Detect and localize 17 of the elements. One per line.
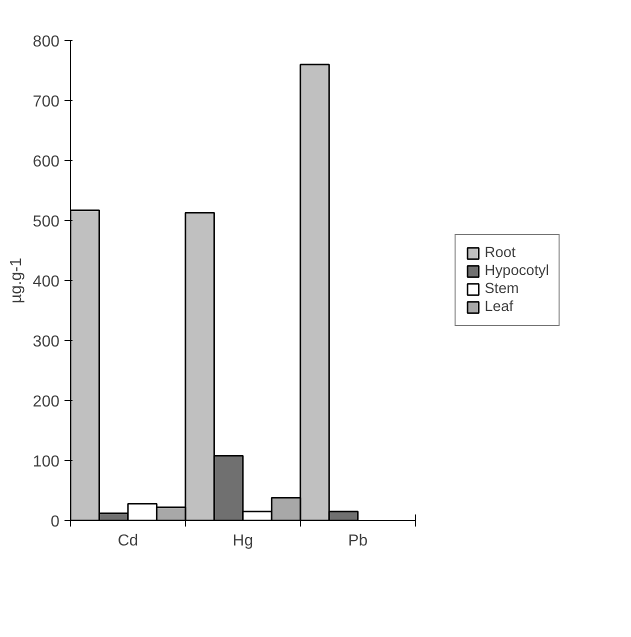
y-tick-label: 500 [32, 214, 60, 230]
y-tick-label: 300 [32, 334, 60, 350]
x-tick-label: Pb [348, 532, 368, 550]
y-tick-label: 100 [32, 454, 60, 470]
y-tick-label: 600 [32, 154, 60, 170]
y-tick-label: 0 [50, 514, 60, 530]
legend-label: Hypocotyl [484, 263, 549, 279]
legend-label: Leaf [484, 299, 514, 315]
y-tick-label: 400 [32, 274, 60, 290]
x-tick-label: Cd [118, 532, 138, 550]
y-axis-title: µg.g-1 [8, 258, 25, 304]
legend-label: Root [484, 245, 516, 261]
x-tick-label: Hg [232, 532, 254, 550]
legend-label: Stem [484, 281, 519, 297]
y-tick-label: 200 [32, 394, 60, 410]
y-tick-label: 700 [32, 94, 60, 110]
y-tick-label: 800 [32, 34, 60, 50]
